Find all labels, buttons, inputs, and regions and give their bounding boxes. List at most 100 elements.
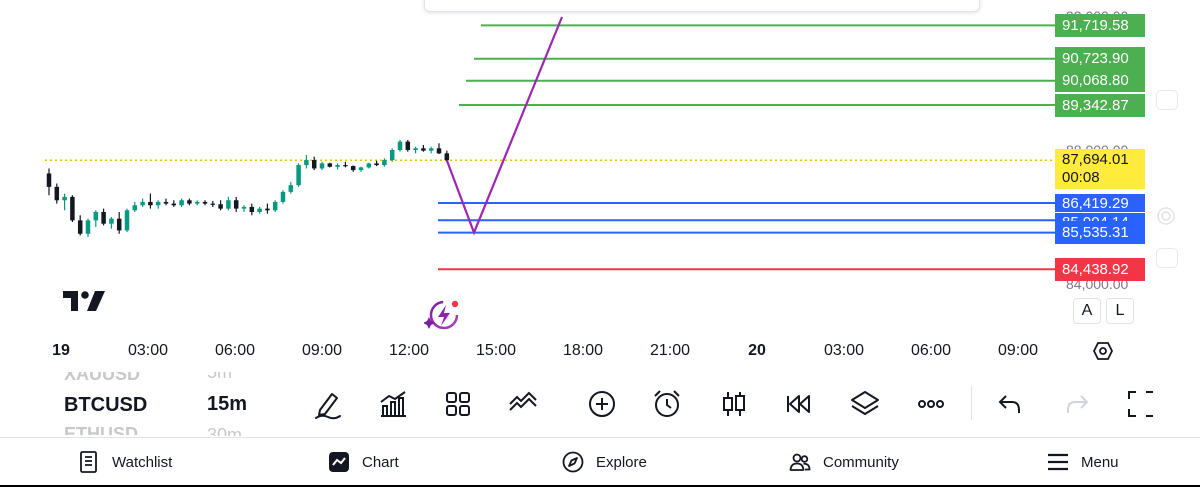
nav-watchlist[interactable]: Watchlist — [78, 447, 172, 477]
candle-body — [319, 163, 325, 169]
nav-community-label: Community — [823, 453, 899, 471]
symbol-selected[interactable]: BTCUSD — [64, 394, 148, 416]
symbol-option-prev[interactable]: XAUUSD — [64, 364, 141, 384]
candles-icon[interactable] — [718, 388, 750, 420]
nav-chart-label: Chart — [362, 453, 399, 471]
candle-body — [428, 148, 434, 151]
last-price-label[interactable]: 87,694.01 00:08 — [1055, 149, 1145, 190]
candle-body — [124, 210, 130, 231]
time-axis-label: 20 — [748, 342, 766, 359]
timeframe-selected[interactable]: 15m — [207, 393, 248, 415]
candle-body — [179, 200, 184, 206]
time-axis-label: 15:00 — [475, 342, 517, 359]
layers-icon[interactable] — [849, 388, 881, 420]
candle-body — [46, 173, 52, 187]
candle-body — [311, 160, 317, 169]
candle-body — [77, 220, 83, 234]
chart-settings-icon[interactable] — [1093, 341, 1113, 361]
time-axis-label: 03:00 — [127, 342, 169, 359]
price-chart[interactable] — [0, 0, 1200, 370]
candle-body — [421, 148, 426, 151]
time-axis-label: 09:00 — [997, 342, 1039, 359]
time-axis-label: 09:00 — [301, 342, 343, 359]
candle-body — [335, 165, 340, 167]
nav-explore[interactable]: Explore — [562, 447, 647, 477]
add-icon[interactable] — [586, 388, 618, 420]
candle-body — [194, 201, 200, 204]
candle-body — [109, 218, 114, 224]
candle-body — [288, 185, 294, 192]
chart-assistant-icon[interactable] — [424, 298, 462, 332]
alarm-icon[interactable] — [651, 388, 683, 420]
candle-body — [163, 201, 169, 204]
candle-body — [187, 200, 192, 204]
candle-body — [265, 208, 270, 211]
entry1-price-label[interactable]: 86,419.29 — [1055, 193, 1145, 212]
watchlist-icon — [80, 451, 97, 473]
candle-body — [389, 150, 395, 161]
indicators-icon[interactable] — [377, 388, 409, 420]
more-icon[interactable] — [915, 388, 947, 420]
candle-body — [155, 201, 161, 206]
tradingview-logo — [63, 291, 105, 311]
candle-body — [70, 196, 75, 221]
drawing-toolbar-popup[interactable] — [424, 0, 980, 12]
candle-body — [343, 165, 348, 167]
candle-body — [280, 191, 286, 202]
stop-price-label[interactable]: 84,438.92 — [1055, 257, 1145, 281]
tp1-price-label[interactable]: 89,342.87 — [1055, 93, 1145, 117]
candle-body — [140, 201, 145, 206]
candle-body — [296, 165, 301, 186]
fullscreen-icon[interactable] — [1125, 388, 1157, 420]
candle-body — [374, 163, 379, 166]
pen-icon[interactable] — [312, 388, 344, 420]
menu-icon — [1048, 453, 1068, 471]
candle-body — [171, 203, 177, 206]
nav-watchlist-label: Watchlist — [112, 453, 173, 471]
chart-pane[interactable]: 92,000.0088,000.0084,000.00 91,719.5890,… — [0, 0, 1200, 370]
tp1b-price-label[interactable]: 90,068.80 — [1055, 69, 1145, 93]
tp3-price-label[interactable]: 91,719.58 — [1055, 13, 1145, 37]
candle-body — [436, 148, 442, 154]
bar-countdown: 00:08 — [1062, 169, 1100, 187]
tp2-price-label[interactable]: 90,723.90 — [1055, 47, 1145, 71]
timeframe-option-prev[interactable]: 5m — [207, 362, 233, 382]
undo-icon[interactable] — [994, 388, 1026, 420]
auto-scale-button[interactable]: A — [1073, 298, 1101, 324]
time-axis-label: 06:00 — [214, 342, 256, 359]
nav-menu[interactable]: Menu — [1047, 447, 1119, 477]
candle-body — [382, 160, 387, 166]
candle-body — [202, 201, 208, 204]
candle-body — [226, 200, 231, 209]
candle-body — [327, 163, 333, 167]
time-axis-label: 06:00 — [910, 342, 952, 359]
candle-body — [249, 206, 255, 212]
time-axis-label: 19 — [52, 342, 70, 359]
candle-body — [241, 206, 247, 209]
candle-body — [257, 208, 262, 212]
last-price-value: 87,694.01 — [1062, 151, 1129, 169]
candle-body — [132, 205, 138, 211]
replay-icon[interactable] — [783, 388, 815, 420]
nav-chart[interactable]: Chart — [328, 447, 399, 477]
candle-body — [93, 211, 99, 221]
time-axis-label: 12:00 — [388, 342, 430, 359]
redo-icon — [1067, 395, 1089, 413]
screen-bottom-edge — [0, 485, 1200, 487]
entry3-price-label[interactable]: 85,535.31 — [1055, 221, 1145, 245]
time-axis-label: 03:00 — [823, 342, 865, 359]
projection-path[interactable] — [445, 16, 564, 236]
community-icon — [789, 453, 811, 471]
toolbar-divider — [971, 386, 972, 420]
candle-body — [444, 153, 450, 161]
timeframe-option-next[interactable]: 30m — [207, 425, 243, 445]
candle-body — [85, 220, 91, 234]
drawings-icon[interactable] — [507, 388, 539, 420]
bottom-navigation — [0, 437, 1200, 488]
templates-icon[interactable] — [442, 388, 474, 420]
candle-body — [62, 196, 67, 201]
log-scale-button[interactable]: L — [1106, 298, 1134, 324]
side-handle-top — [1156, 90, 1178, 110]
symbol-option-next[interactable]: ETHUSD — [64, 424, 139, 444]
nav-community[interactable]: Community — [789, 447, 899, 477]
